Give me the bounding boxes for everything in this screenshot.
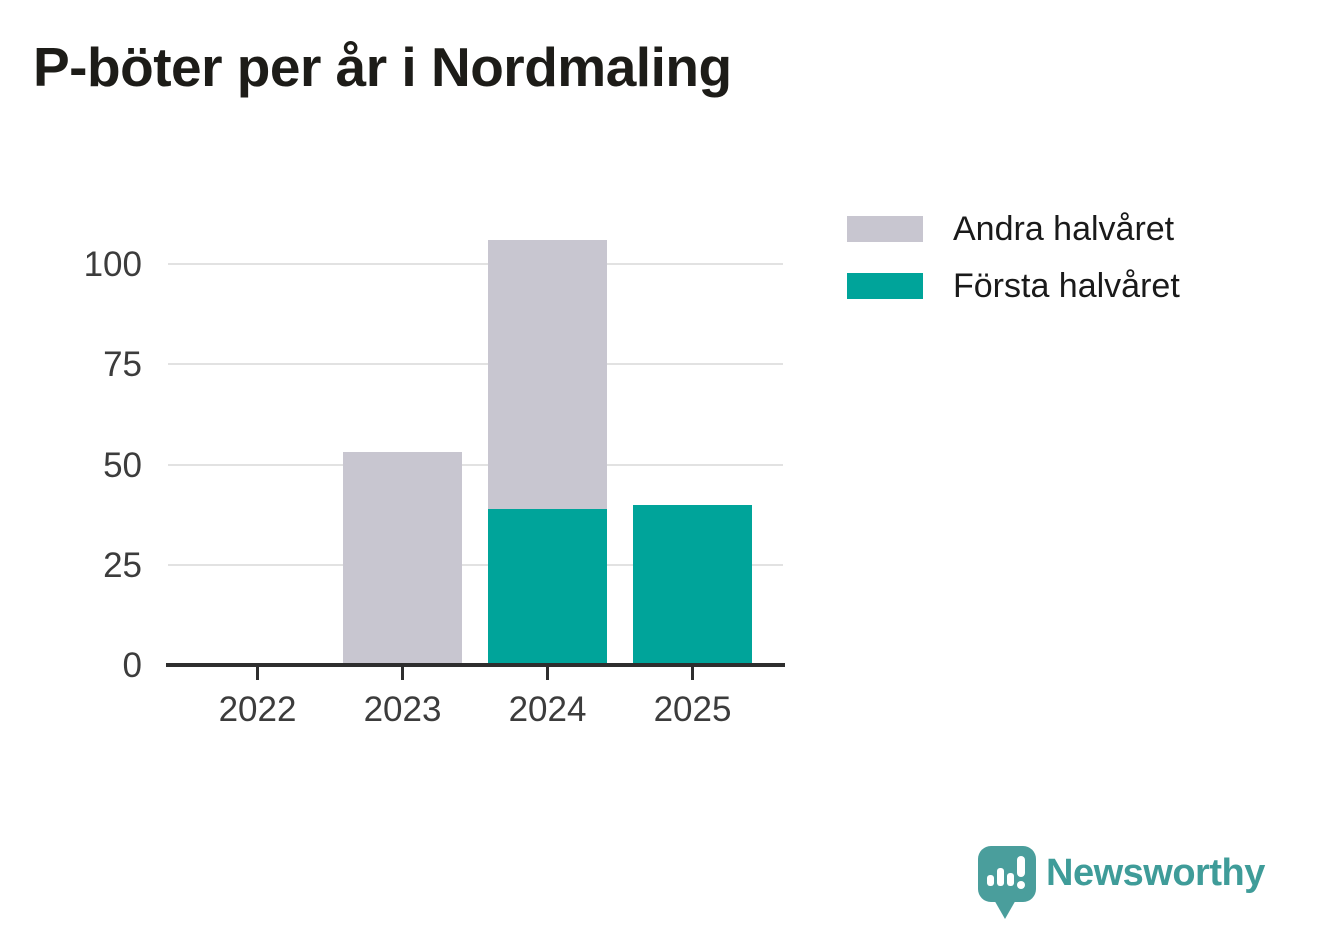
x-axis-tick-label: 2023 <box>363 690 442 729</box>
legend: Andra halvåret Första halvåret <box>847 210 1180 328</box>
legend-item-forsta-halvaret: Första halvåret <box>847 267 1180 305</box>
x-axis-tick-2025 <box>691 667 694 680</box>
y-gridline-50 <box>168 463 783 466</box>
y-gridline-25 <box>168 563 783 566</box>
x-axis-tick-2022 <box>256 667 259 680</box>
newsworthy-bubble-icon <box>978 846 1036 919</box>
bar-segment-2025-första-halvåret <box>633 504 752 665</box>
chart-title: P-böter per år i Nordmaling <box>33 36 732 98</box>
x-axis-tick-2024 <box>546 667 549 680</box>
x-axis-tick-2023 <box>401 667 404 680</box>
x-axis-line <box>166 663 785 667</box>
y-axis-tick-label: 50 <box>103 445 142 485</box>
legend-label: Första halvåret <box>953 267 1180 305</box>
bar-segment-2024-första-halvåret <box>488 508 607 665</box>
y-axis-tick-label: 0 <box>122 646 142 685</box>
legend-swatch-forsta-halvaret <box>847 273 923 299</box>
legend-label: Andra halvåret <box>953 210 1175 248</box>
y-axis-tick-label: 75 <box>103 345 142 385</box>
bar-segment-2023-andra-halvåret <box>343 452 462 665</box>
y-gridline-75 <box>168 363 783 366</box>
newsworthy-logo: Newsworthy <box>978 846 1265 922</box>
bar-segment-2024-andra-halvåret <box>488 239 607 509</box>
legend-item-andra-halvaret: Andra halvåret <box>847 210 1180 248</box>
x-axis-tick-label: 2024 <box>508 690 587 729</box>
y-axis-tick-label: 100 <box>83 245 142 284</box>
x-axis-tick-label: 2022 <box>218 690 297 729</box>
y-axis-tick-label: 25 <box>103 545 142 585</box>
y-gridline-100 <box>168 263 783 265</box>
legend-swatch-andra-halvaret <box>847 216 923 242</box>
newsworthy-wordmark: Newsworthy <box>1046 852 1265 894</box>
x-axis-tick-label: 2025 <box>653 690 732 729</box>
